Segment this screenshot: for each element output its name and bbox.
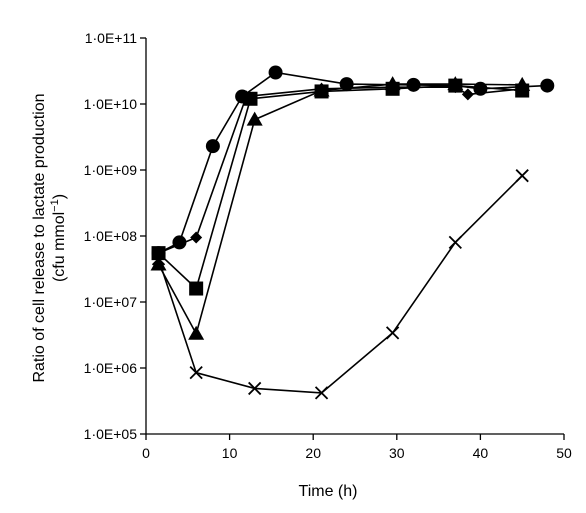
series-layer xyxy=(150,65,555,400)
x-axis-title: Time (h) xyxy=(299,483,358,500)
data-point-square xyxy=(189,281,204,296)
data-point-diamond xyxy=(190,231,203,244)
data-point-cross xyxy=(189,366,203,380)
data-point-triangle xyxy=(447,76,464,91)
data-point-cross xyxy=(314,386,329,400)
y-tick-label: 1·0E+05 xyxy=(84,426,138,442)
x-tick-label: 50 xyxy=(556,445,572,461)
y-tick-label: 1·0E+06 xyxy=(84,360,138,376)
y-axis-unit-suffix: ) xyxy=(51,194,68,199)
y-tick-label: 1·0E+08 xyxy=(84,228,138,244)
series-square xyxy=(151,78,530,296)
y-axis-title-line2: (cfu mmol−1) xyxy=(49,194,68,282)
x-tick-label: 0 xyxy=(142,445,150,461)
series-line-square xyxy=(157,84,523,290)
data-point-triangle xyxy=(313,82,330,97)
y-axis-unit-prefix: (cfu mmol xyxy=(51,212,68,282)
data-point-square xyxy=(243,91,258,106)
x-tick-label: 20 xyxy=(305,445,321,461)
y-axis-unit-exponent: −1 xyxy=(49,199,61,212)
y-tick-label: 1·0E+11 xyxy=(85,30,137,46)
x-tick-label: 30 xyxy=(389,445,405,461)
data-point-cross xyxy=(448,235,462,250)
y-axis-title: Ratio of cell release to lactate product… xyxy=(31,93,68,382)
y-tick-label: 1·0E+09 xyxy=(84,162,138,178)
series-line-triangle xyxy=(157,83,523,336)
y-axis-ticks: 1·0E+05 1·0E+06 1·0E+07 1·0E+08 1·0E+09 1·0E+… xyxy=(84,30,146,442)
x-tick-label: 40 xyxy=(473,445,489,461)
series-line-cross xyxy=(157,175,523,394)
series-diamond xyxy=(152,81,529,260)
data-point-cross xyxy=(248,381,262,396)
series-cross xyxy=(151,169,529,400)
axes xyxy=(145,38,564,435)
data-point-cross xyxy=(515,169,529,183)
data-point-cross xyxy=(385,326,400,340)
data-point-diamond xyxy=(461,88,474,101)
series-triangle xyxy=(150,76,531,340)
data-point-circle xyxy=(268,65,283,80)
x-axis-ticks: 0 10 20 30 40 50 xyxy=(142,434,572,461)
data-point-circle xyxy=(205,139,220,154)
y-tick-label: 1·0E+07 xyxy=(84,294,138,310)
series-line-circle xyxy=(158,71,548,254)
data-point-cross xyxy=(151,252,166,266)
data-point-circle xyxy=(540,78,555,93)
y-axis-title-line1: Ratio of cell release to lactate product… xyxy=(31,93,48,382)
y-tick-label: 1·0E+10 xyxy=(84,96,138,112)
data-point-triangle xyxy=(514,76,531,91)
data-point-triangle xyxy=(150,256,167,271)
x-tick-label: 10 xyxy=(222,445,238,461)
data-point-triangle xyxy=(188,325,205,340)
data-point-triangle xyxy=(384,76,401,91)
data-point-triangle xyxy=(246,111,263,126)
